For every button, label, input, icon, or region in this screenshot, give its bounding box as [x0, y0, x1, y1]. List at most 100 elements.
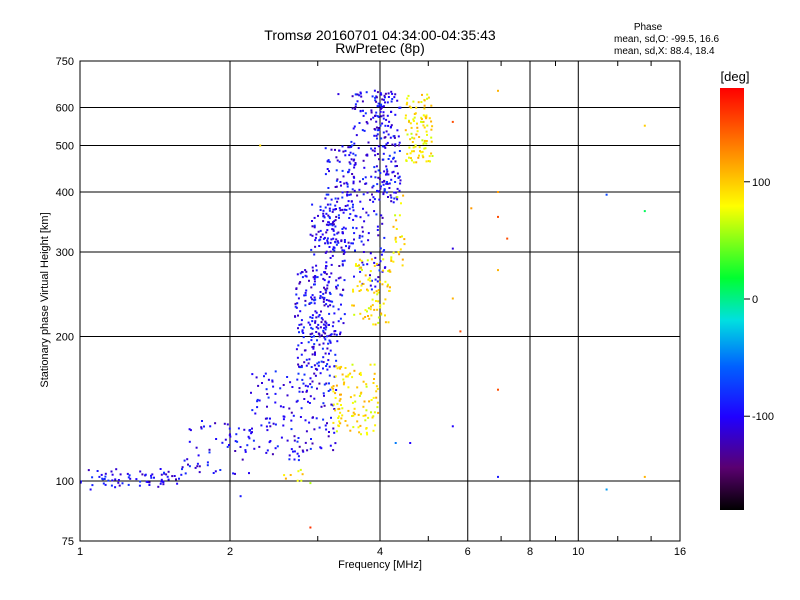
data-point [266, 417, 269, 420]
data-point [167, 478, 170, 481]
data-point [342, 175, 345, 178]
data-point [354, 93, 357, 96]
data-point [163, 471, 165, 474]
data-point [356, 194, 359, 197]
data-point [359, 371, 362, 374]
data-point [356, 265, 359, 267]
data-point [311, 353, 314, 356]
data-point [378, 128, 381, 131]
data-point [398, 150, 401, 152]
data-point [307, 321, 310, 324]
data-point [309, 482, 312, 485]
data-point [370, 314, 373, 317]
data-point [324, 206, 327, 209]
data-point [459, 330, 462, 333]
data-point [150, 474, 152, 477]
data-point [407, 94, 410, 97]
data-point [326, 168, 329, 170]
data-point [378, 178, 381, 180]
data-point [364, 414, 367, 417]
data-point [354, 249, 356, 252]
data-point [330, 386, 333, 389]
data-point [221, 441, 224, 444]
data-point [421, 150, 424, 153]
data-point [364, 112, 367, 115]
data-point [294, 302, 297, 305]
data-point [371, 304, 374, 307]
data-point [321, 347, 324, 350]
data-point [326, 368, 329, 371]
data-point [353, 164, 356, 167]
data-point [352, 290, 355, 293]
data-point [290, 419, 293, 422]
data-point [370, 118, 372, 121]
data-point [385, 191, 388, 194]
data-point [314, 239, 317, 242]
data-point [382, 152, 385, 155]
data-point [387, 96, 390, 98]
data-point [129, 477, 132, 480]
data-point [329, 223, 332, 226]
data-point [383, 249, 386, 251]
data-point [322, 214, 325, 217]
data-point [269, 417, 271, 420]
data-point [362, 109, 364, 112]
data-point [298, 282, 301, 285]
data-point [362, 114, 365, 117]
data-point [336, 367, 339, 370]
data-point [401, 258, 404, 261]
data-point [375, 96, 378, 99]
data-point [362, 251, 365, 253]
data-point [383, 236, 386, 239]
data-point [380, 106, 383, 109]
data-point [128, 474, 131, 477]
data-point [119, 473, 122, 476]
data-point [301, 390, 304, 393]
data-point [343, 259, 346, 262]
data-point [114, 478, 117, 481]
data-point [379, 104, 381, 107]
data-point [322, 367, 324, 370]
data-point [451, 120, 454, 123]
data-point [376, 129, 379, 132]
data-point [267, 378, 270, 381]
data-point [398, 141, 401, 144]
data-point [423, 126, 426, 129]
data-point [334, 204, 337, 207]
data-point [341, 191, 344, 194]
data-point [318, 382, 321, 385]
data-point [291, 386, 294, 388]
data-point [300, 364, 303, 367]
data-point [342, 211, 345, 214]
data-point [329, 257, 332, 259]
data-point [332, 421, 335, 424]
data-point [401, 264, 404, 267]
data-point [313, 283, 316, 286]
data-point [371, 279, 373, 282]
data-point [194, 466, 197, 469]
data-point [208, 451, 211, 454]
data-point [344, 367, 347, 369]
data-point [304, 441, 307, 444]
y-axis-label: Stationary phase Virtual Height [km] [39, 212, 51, 387]
data-point [382, 258, 385, 261]
data-point [339, 209, 342, 212]
data-point [403, 243, 406, 246]
data-point [322, 361, 325, 364]
data-point [340, 239, 343, 242]
data-point [347, 241, 350, 244]
data-point [353, 275, 355, 278]
data-point [425, 160, 428, 163]
data-point [410, 106, 413, 109]
data-point [336, 178, 339, 181]
data-point [329, 304, 332, 307]
data-point [393, 96, 396, 99]
data-point [295, 293, 298, 296]
data-point [251, 427, 253, 430]
data-point [377, 127, 380, 129]
data-point [327, 280, 330, 283]
data-point [167, 470, 170, 473]
data-point [301, 378, 304, 381]
data-point [365, 383, 368, 386]
data-point [320, 405, 323, 408]
